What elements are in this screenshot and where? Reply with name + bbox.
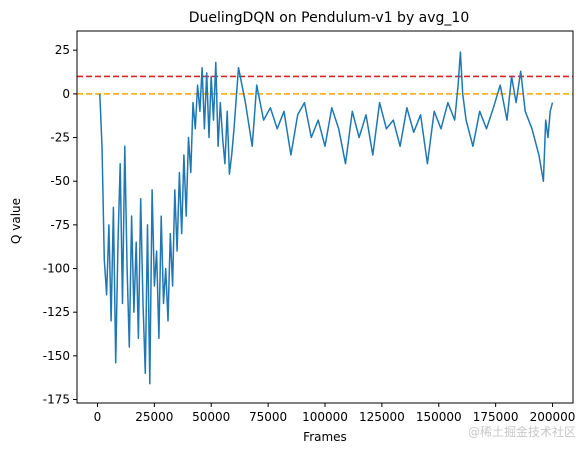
x-tick-label: 100000 [302,410,348,424]
x-tick-label: 200000 [530,410,576,424]
reference-lines [77,75,573,95]
y-tick-label: 0 [62,87,70,101]
x-tick-label: 75000 [249,410,287,424]
series-layer [99,51,554,385]
x-tick-label: 175000 [473,410,519,424]
y-tick-label: -125 [43,305,70,319]
y-tick-label: -100 [43,262,70,276]
y-tick-label: -50 [50,174,70,188]
y-tick-label: -75 [50,218,70,232]
y-tick-label: -150 [43,349,70,363]
y-axis-label: Q value [9,198,23,244]
x-tick-label: 150000 [416,410,462,424]
y-tick-label: 25 [55,43,70,57]
chart-title: DuelingDQN on Pendulum-v1 by avg_10 [189,10,470,26]
y-tick-label: -175 [43,393,70,407]
x-tick-label: 125000 [359,410,405,424]
x-tick-label: 50000 [192,410,230,424]
x-tick-label: 25000 [135,410,173,424]
x-tick-label: 0 [94,410,102,424]
x-axis-label: Frames [303,430,347,444]
watermark-text: @稀土掘金技术社区 [468,424,576,439]
series-line [99,51,554,385]
y-axis: -175 -150 -125 -100 -75 -50 -25 0 25 [43,43,77,407]
x-axis: 0 25000 50000 75000 100000 125000 150000 175000… [94,403,576,424]
y-tick-label: -25 [50,131,70,145]
